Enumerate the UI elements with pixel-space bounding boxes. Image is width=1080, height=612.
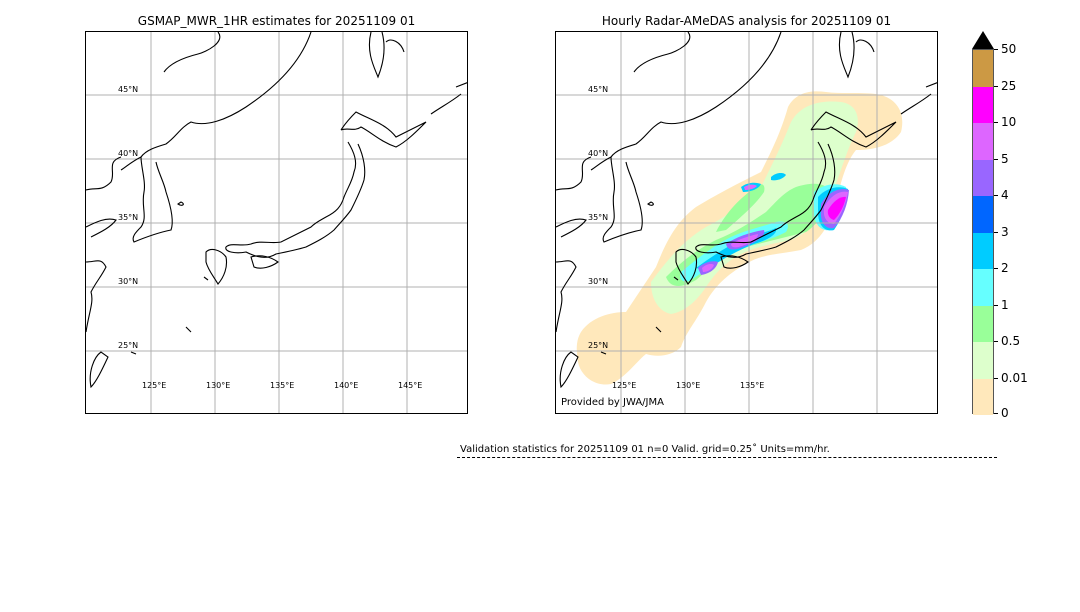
right-lat-label-25: 25°N (588, 341, 609, 350)
colorbar-tick (994, 413, 998, 414)
left-lon-label-130: 130°E (206, 381, 231, 390)
colorbar-tick (994, 122, 998, 123)
right-lat-label-30: 30°N (588, 277, 609, 286)
colorbar-label-25: 25 (1001, 78, 1017, 93)
colorbar-tick (994, 195, 998, 196)
colorbar-tick (994, 158, 998, 160)
colorbar-label-0: 0 (1001, 406, 1009, 420)
colorbar-seg-3-4 (973, 196, 993, 233)
right-lon-label-125: 125°E (612, 381, 637, 390)
left-map-panel (85, 31, 468, 414)
right-lon-label-135: 135°E (740, 381, 765, 390)
left-lat-label-25: 25°N (118, 341, 139, 350)
colorbar-tick (994, 377, 998, 379)
right-lon-label-130: 130°E (676, 381, 701, 390)
colorbar-seg-0-0.01 (973, 378, 993, 415)
precipitation-field (576, 91, 903, 385)
left-lat-label-45: 45°N (118, 85, 139, 94)
colorbar-tick (994, 341, 998, 342)
colorbar-seg-10-25 (973, 86, 993, 123)
colorbar-seg-5-10 (973, 123, 993, 160)
validation-divider (457, 457, 997, 458)
colorbar-seg-2-3 (973, 232, 993, 269)
colorbar-label-10: 10 (1001, 115, 1017, 129)
left-lat-label-35: 35°N (118, 213, 139, 222)
grid-lines (556, 32, 937, 413)
right-map-panel (555, 31, 938, 414)
validation-statistics-text: Validation statistics for 20251109 01 n=… (460, 444, 830, 455)
colorbar-tick (994, 49, 998, 50)
colorbar-label-0.5: 0.5 (1001, 334, 1021, 348)
left-lon-label-125: 125°E (142, 381, 167, 390)
left-panel-title: GSMAP_MWR_1HR estimates for 20251109 01 (137, 14, 416, 28)
right-panel-title: Hourly Radar-AMeDAS analysis for 2025110… (601, 14, 892, 28)
colorbar (972, 49, 994, 415)
coastlines (556, 32, 937, 389)
left-lon-label-140: 140°E (334, 381, 359, 390)
colorbar-label-0.01: 0.01 (1001, 370, 1028, 385)
left-lon-label-135: 135°E (270, 381, 295, 390)
left-lon-label-145: 145°E (398, 381, 423, 390)
left-map-graphic (86, 32, 467, 413)
colorbar-label-1: 1 (1001, 297, 1009, 312)
colorbar-label-50: 50 (1001, 42, 1017, 56)
colorbar-tick (994, 304, 998, 306)
colorbar-seg-25-50 (973, 50, 993, 87)
left-lat-label-30: 30°N (118, 277, 139, 286)
data-credit: Provided by JWA/JMA (561, 397, 664, 408)
right-lat-label-35: 35°N (588, 213, 609, 222)
right-map-graphic (556, 32, 937, 413)
colorbar-label-2: 2 (1001, 261, 1009, 275)
colorbar-label-3: 3 (1001, 224, 1009, 239)
colorbar-tick (994, 231, 998, 233)
colorbar-tick (994, 268, 998, 269)
right-lat-label-40: 40°N (588, 149, 609, 158)
left-lat-label-40: 40°N (118, 149, 139, 158)
coastlines (86, 32, 467, 389)
colorbar-seg-4-5 (973, 159, 993, 196)
colorbar-label-4: 4 (1001, 188, 1009, 202)
grid-lines (86, 32, 467, 413)
colorbar-tick (994, 85, 998, 87)
colorbar-extend-arrow (972, 31, 994, 49)
colorbar-seg-0.5-1 (973, 305, 993, 342)
colorbar-label-5: 5 (1001, 151, 1009, 166)
colorbar-seg-0.01-0.5 (973, 342, 993, 379)
colorbar-seg-1-2 (973, 269, 993, 306)
right-lat-label-45: 45°N (588, 85, 609, 94)
